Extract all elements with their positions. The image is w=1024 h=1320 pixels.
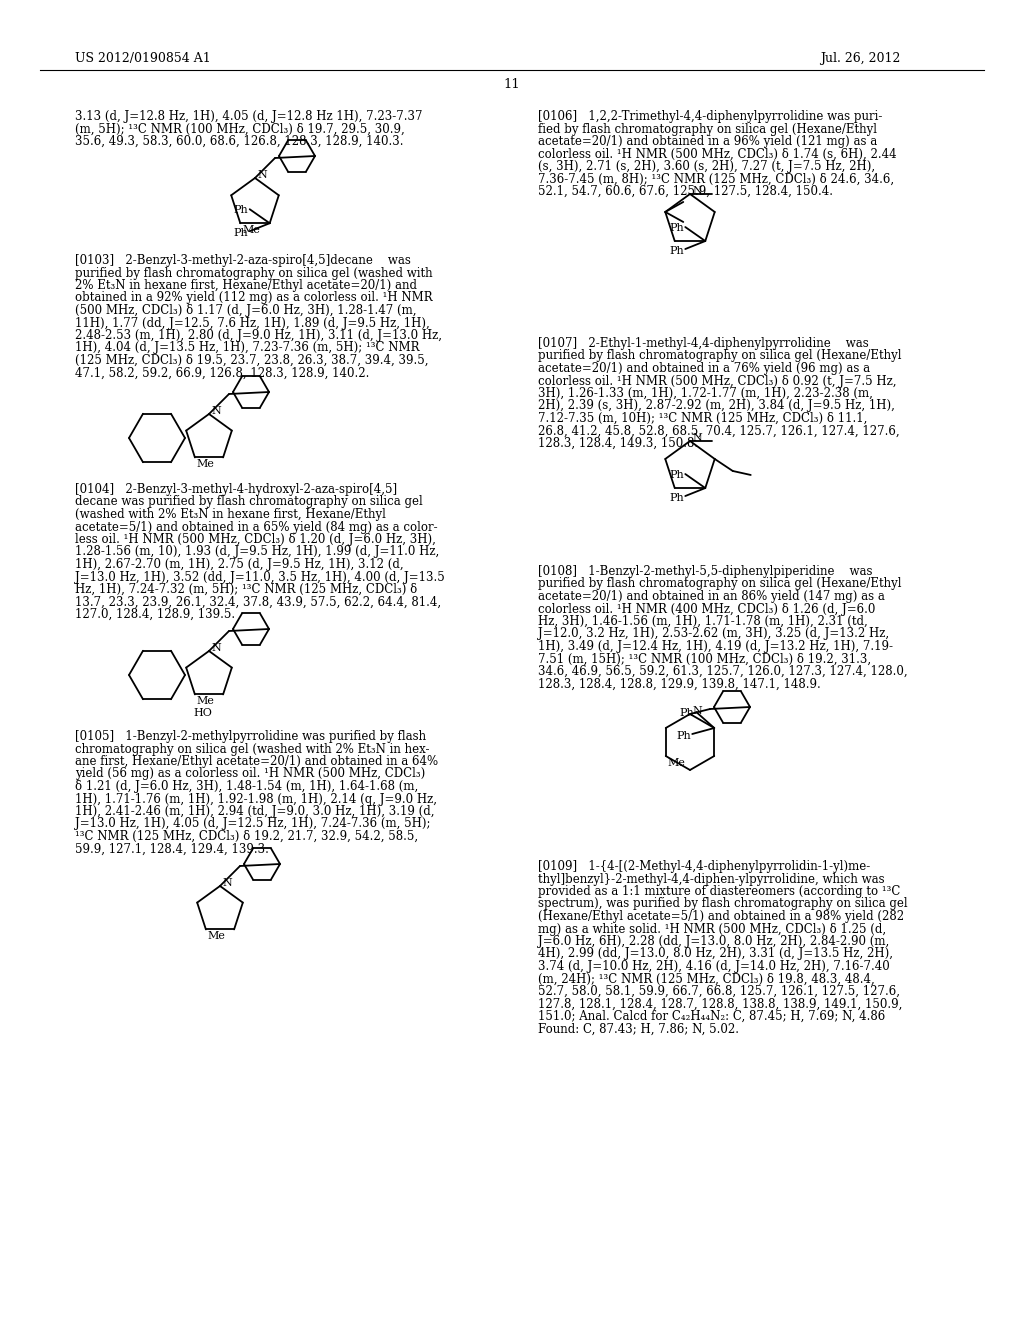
Text: N: N bbox=[257, 170, 266, 180]
Text: US 2012/0190854 A1: US 2012/0190854 A1 bbox=[75, 51, 211, 65]
Text: Ph: Ph bbox=[679, 708, 694, 718]
Text: 1H), 2.41-2.46 (m, 1H), 2.94 (td, J=9.0, 3.0 Hz, 1H), 3.19 (d,: 1H), 2.41-2.46 (m, 1H), 2.94 (td, J=9.0,… bbox=[75, 805, 434, 818]
Text: N: N bbox=[692, 186, 701, 195]
Text: Me: Me bbox=[243, 226, 260, 235]
Text: Ph: Ph bbox=[670, 494, 684, 503]
Text: 1H), 2.67-2.70 (m, 1H), 2.75 (d, J=9.5 Hz, 1H), 3.12 (d,: 1H), 2.67-2.70 (m, 1H), 2.75 (d, J=9.5 H… bbox=[75, 558, 403, 572]
Text: chromatography on silica gel (washed with 2% Et₃N in hex-: chromatography on silica gel (washed wit… bbox=[75, 742, 429, 755]
Text: Ph: Ph bbox=[670, 246, 684, 256]
Text: acetate=5/1) and obtained in a 65% yield (84 mg) as a color-: acetate=5/1) and obtained in a 65% yield… bbox=[75, 520, 437, 533]
Text: thyl]benzyl}-2-methyl-4,4-diphen-ylpyrrolidine, which was: thyl]benzyl}-2-methyl-4,4-diphen-ylpyrro… bbox=[538, 873, 885, 886]
Text: 3.74 (d, J=10.0 Hz, 2H), 4.16 (d, J=14.0 Hz, 2H), 7.16-7.40: 3.74 (d, J=10.0 Hz, 2H), 4.16 (d, J=14.0… bbox=[538, 960, 890, 973]
Text: N: N bbox=[211, 643, 221, 653]
Text: J=12.0, 3.2 Hz, 1H), 2.53-2.62 (m, 3H), 3.25 (d, J=13.2 Hz,: J=12.0, 3.2 Hz, 1H), 2.53-2.62 (m, 3H), … bbox=[538, 627, 889, 640]
Text: (m, 5H); ¹³C NMR (100 MHz, CDCl₃) δ 19.7, 29.5, 30.9,: (m, 5H); ¹³C NMR (100 MHz, CDCl₃) δ 19.7… bbox=[75, 123, 404, 136]
Text: Found: C, 87.43; H, 7.86; N, 5.02.: Found: C, 87.43; H, 7.86; N, 5.02. bbox=[538, 1023, 739, 1035]
Text: N: N bbox=[692, 706, 701, 715]
Text: purified by flash chromatography on silica gel (Hexane/Ethyl: purified by flash chromatography on sili… bbox=[538, 578, 901, 590]
Text: 2% Et₃N in hexane first, Hexane/Ethyl acetate=20/1) and: 2% Et₃N in hexane first, Hexane/Ethyl ac… bbox=[75, 279, 417, 292]
Text: less oil. ¹H NMR (500 MHz, CDCl₃) δ 1.20 (d, J=6.0 Hz, 3H),: less oil. ¹H NMR (500 MHz, CDCl₃) δ 1.20… bbox=[75, 533, 436, 546]
Text: purified by flash chromatography on silica gel (washed with: purified by flash chromatography on sili… bbox=[75, 267, 432, 280]
Text: 1H), 3.49 (d, J=12.4 Hz, 1H), 4.19 (d, J=13.2 Hz, 1H), 7.19-: 1H), 3.49 (d, J=12.4 Hz, 1H), 4.19 (d, J… bbox=[538, 640, 893, 653]
Text: N: N bbox=[211, 407, 221, 416]
Text: 26.8, 41.2, 45.8, 52.8, 68.5, 70.4, 125.7, 126.1, 127.4, 127.6,: 26.8, 41.2, 45.8, 52.8, 68.5, 70.4, 125.… bbox=[538, 425, 900, 437]
Text: (s, 3H), 2.71 (s, 2H), 3.60 (s, 2H), 7.27 (t, J=7.5 Hz, 2H),: (s, 3H), 2.71 (s, 2H), 3.60 (s, 2H), 7.2… bbox=[538, 160, 876, 173]
Text: [0109]   1-{4-[(2-Methyl-4,4-diphenylpyrrolidin-1-yl)me-: [0109] 1-{4-[(2-Methyl-4,4-diphenylpyrro… bbox=[538, 861, 870, 873]
Text: 3H), 1.26-1.33 (m, 1H), 1.72-1.77 (m, 1H), 2.23-2.38 (m,: 3H), 1.26-1.33 (m, 1H), 1.72-1.77 (m, 1H… bbox=[538, 387, 872, 400]
Text: 1H), 1.71-1.76 (m, 1H), 1.92-1.98 (m, 1H), 2.14 (q, J=9.0 Hz,: 1H), 1.71-1.76 (m, 1H), 1.92-1.98 (m, 1H… bbox=[75, 792, 437, 805]
Text: 7.12-7.35 (m, 10H); ¹³C NMR (125 MHz, CDCl₃) δ 11.1,: 7.12-7.35 (m, 10H); ¹³C NMR (125 MHz, CD… bbox=[538, 412, 867, 425]
Text: Ph: Ph bbox=[670, 223, 684, 234]
Text: 52.7, 58.0, 58.1, 59.9, 66.7, 66.8, 125.7, 126.1, 127.5, 127.6,: 52.7, 58.0, 58.1, 59.9, 66.7, 66.8, 125.… bbox=[538, 985, 900, 998]
Text: acetate=20/1) and obtained in a 76% yield (96 mg) as a: acetate=20/1) and obtained in a 76% yiel… bbox=[538, 362, 870, 375]
Text: Ph: Ph bbox=[676, 731, 691, 741]
Text: [0105]   1-Benzyl-2-methylpyrrolidine was purified by flash: [0105] 1-Benzyl-2-methylpyrrolidine was … bbox=[75, 730, 426, 743]
Text: N: N bbox=[222, 878, 231, 888]
Text: Me: Me bbox=[668, 758, 686, 768]
Text: Hz, 3H), 1.46-1.56 (m, 1H), 1.71-1.78 (m, 1H), 2.31 (td,: Hz, 3H), 1.46-1.56 (m, 1H), 1.71-1.78 (m… bbox=[538, 615, 867, 628]
Text: 7.36-7.45 (m, 8H); ¹³C NMR (125 MHz, CDCl₃) δ 24.6, 34.6,: 7.36-7.45 (m, 8H); ¹³C NMR (125 MHz, CDC… bbox=[538, 173, 894, 186]
Text: (washed with 2% Et₃N in hexane first, Hexane/Ethyl: (washed with 2% Et₃N in hexane first, He… bbox=[75, 508, 386, 521]
Text: (125 MHz, CDCl₃) δ 19.5, 23.7, 23.8, 26.3, 38.7, 39.4, 39.5,: (125 MHz, CDCl₃) δ 19.5, 23.7, 23.8, 26.… bbox=[75, 354, 428, 367]
Text: Jul. 26, 2012: Jul. 26, 2012 bbox=[820, 51, 900, 65]
Text: yield (56 mg) as a colorless oil. ¹H NMR (500 MHz, CDCl₃): yield (56 mg) as a colorless oil. ¹H NMR… bbox=[75, 767, 425, 780]
Text: 2H), 2.39 (s, 3H), 2.87-2.92 (m, 2H), 3.84 (d, J=9.5 Hz, 1H),: 2H), 2.39 (s, 3H), 2.87-2.92 (m, 2H), 3.… bbox=[538, 400, 895, 412]
Text: Ph: Ph bbox=[233, 228, 249, 238]
Text: (m, 24H); ¹³C NMR (125 MHz, CDCl₃) δ 19.8, 48.3, 48.4,: (m, 24H); ¹³C NMR (125 MHz, CDCl₃) δ 19.… bbox=[538, 973, 874, 986]
Text: acetate=20/1) and obtained in an 86% yield (147 mg) as a: acetate=20/1) and obtained in an 86% yie… bbox=[538, 590, 885, 603]
Text: 2.48-2.53 (m, 1H), 2.80 (d, J=9.0 Hz, 1H), 3.11 (d, J=13.0 Hz,: 2.48-2.53 (m, 1H), 2.80 (d, J=9.0 Hz, 1H… bbox=[75, 329, 442, 342]
Text: J=13.0 Hz, 1H), 3.52 (dd, J=11.0, 3.5 Hz, 1H), 4.00 (d, J=13.5: J=13.0 Hz, 1H), 3.52 (dd, J=11.0, 3.5 Hz… bbox=[75, 570, 444, 583]
Text: [0106]   1,2,2-Trimethyl-4,4-diphenylpyrrolidine was puri-: [0106] 1,2,2-Trimethyl-4,4-diphenylpyrro… bbox=[538, 110, 883, 123]
Text: 35.6, 49.3, 58.3, 60.0, 68.6, 126.8, 128.3, 128.9, 140.3.: 35.6, 49.3, 58.3, 60.0, 68.6, 126.8, 128… bbox=[75, 135, 403, 148]
Text: [0104]   2-Benzyl-3-methyl-4-hydroxyl-2-aza-spiro[4,5]: [0104] 2-Benzyl-3-methyl-4-hydroxyl-2-az… bbox=[75, 483, 397, 496]
Text: provided as a 1:1 mixture of diastereomers (according to ¹³C: provided as a 1:1 mixture of diastereome… bbox=[538, 884, 900, 898]
Text: δ 1.21 (d, J=6.0 Hz, 3H), 1.48-1.54 (m, 1H), 1.64-1.68 (m,: δ 1.21 (d, J=6.0 Hz, 3H), 1.48-1.54 (m, … bbox=[75, 780, 418, 793]
Text: 34.6, 46.9, 56.5, 59.2, 61.3, 125.7, 126.0, 127.3, 127.4, 128.0,: 34.6, 46.9, 56.5, 59.2, 61.3, 125.7, 126… bbox=[538, 665, 907, 678]
Text: 4H), 2.99 (dd, J=13.0, 8.0 Hz, 2H), 3.31 (d, J=13.5 Hz, 2H),: 4H), 2.99 (dd, J=13.0, 8.0 Hz, 2H), 3.31… bbox=[538, 948, 893, 961]
Text: Ph: Ph bbox=[233, 205, 249, 215]
Text: 127.0, 128.4, 128.9, 139.5.: 127.0, 128.4, 128.9, 139.5. bbox=[75, 609, 236, 620]
Text: [0103]   2-Benzyl-3-methyl-2-aza-spiro[4,5]decane    was: [0103] 2-Benzyl-3-methyl-2-aza-spiro[4,5… bbox=[75, 253, 411, 267]
Text: decane was purified by flash chromatography on silica gel: decane was purified by flash chromatogra… bbox=[75, 495, 423, 508]
Text: 1.28-1.56 (m, 10), 1.93 (d, J=9.5 Hz, 1H), 1.99 (d, J=11.0 Hz,: 1.28-1.56 (m, 10), 1.93 (d, J=9.5 Hz, 1H… bbox=[75, 545, 439, 558]
Text: J=6.0 Hz, 6H), 2.28 (dd, J=13.0, 8.0 Hz, 2H), 2.84-2.90 (m,: J=6.0 Hz, 6H), 2.28 (dd, J=13.0, 8.0 Hz,… bbox=[538, 935, 889, 948]
Text: purified by flash chromatography on silica gel (Hexane/Ethyl: purified by flash chromatography on sili… bbox=[538, 350, 901, 363]
Text: 47.1, 58.2, 59.2, 66.9, 126.8, 128.3, 128.9, 140.2.: 47.1, 58.2, 59.2, 66.9, 126.8, 128.3, 12… bbox=[75, 367, 370, 380]
Text: 59.9, 127.1, 128.4, 129.4, 139.3.: 59.9, 127.1, 128.4, 129.4, 139.3. bbox=[75, 842, 269, 855]
Text: N: N bbox=[692, 433, 701, 444]
Text: 3.13 (d, J=12.8 Hz, 1H), 4.05 (d, J=12.8 Hz 1H), 7.23-7.37: 3.13 (d, J=12.8 Hz, 1H), 4.05 (d, J=12.8… bbox=[75, 110, 423, 123]
Text: Ph: Ph bbox=[670, 470, 684, 480]
Text: colorless oil. ¹H NMR (500 MHz, CDCl₃) δ 0.92 (t, J=7.5 Hz,: colorless oil. ¹H NMR (500 MHz, CDCl₃) δ… bbox=[538, 375, 896, 388]
Text: ane first, Hexane/Ethyl acetate=20/1) and obtained in a 64%: ane first, Hexane/Ethyl acetate=20/1) an… bbox=[75, 755, 438, 768]
Text: Hz, 1H), 7.24-7.32 (m, 5H); ¹³C NMR (125 MHz, CDCl₃) δ: Hz, 1H), 7.24-7.32 (m, 5H); ¹³C NMR (125… bbox=[75, 583, 417, 597]
Text: 127.8, 128.1, 128.4, 128.7, 128.8, 138.8, 138.9, 149.1, 150.9,: 127.8, 128.1, 128.4, 128.7, 128.8, 138.8… bbox=[538, 998, 902, 1011]
Text: J=13.0 Hz, 1H), 4.05 (d, J=12.5 Hz, 1H), 7.24-7.36 (m, 5H);: J=13.0 Hz, 1H), 4.05 (d, J=12.5 Hz, 1H),… bbox=[75, 817, 430, 830]
Text: [0108]   1-Benzyl-2-methyl-5,5-diphenylpiperidine    was: [0108] 1-Benzyl-2-methyl-5,5-diphenylpip… bbox=[538, 565, 872, 578]
Text: colorless oil. ¹H NMR (500 MHz, CDCl₃) δ 1.74 (s, 6H), 2.44: colorless oil. ¹H NMR (500 MHz, CDCl₃) δ… bbox=[538, 148, 897, 161]
Text: fied by flash chromatography on silica gel (Hexane/Ethyl: fied by flash chromatography on silica g… bbox=[538, 123, 877, 136]
Text: 128.3, 128.4, 149.3, 150.8.: 128.3, 128.4, 149.3, 150.8. bbox=[538, 437, 698, 450]
Text: 52.1, 54.7, 60.6, 67.6, 125.9, 127.5, 128.4, 150.4.: 52.1, 54.7, 60.6, 67.6, 125.9, 127.5, 12… bbox=[538, 185, 833, 198]
Text: (Hexane/Ethyl acetate=5/1) and obtained in a 98% yield (282: (Hexane/Ethyl acetate=5/1) and obtained … bbox=[538, 909, 904, 923]
Text: 1H), 4.04 (d, J=13.5 Hz, 1H), 7.23-7.36 (m, 5H); ¹³C NMR: 1H), 4.04 (d, J=13.5 Hz, 1H), 7.23-7.36 … bbox=[75, 342, 420, 355]
Text: acetate=20/1) and obtained in a 96% yield (121 mg) as a: acetate=20/1) and obtained in a 96% yiel… bbox=[538, 135, 878, 148]
Text: mg) as a white solid. ¹H NMR (500 MHz, CDCl₃) δ 1.25 (d,: mg) as a white solid. ¹H NMR (500 MHz, C… bbox=[538, 923, 886, 936]
Text: Me: Me bbox=[197, 697, 215, 706]
Text: Me: Me bbox=[208, 932, 225, 941]
Text: 11H), 1.77 (dd, J=12.5, 7.6 Hz, 1H), 1.89 (d, J=9.5 Hz, 1H),: 11H), 1.77 (dd, J=12.5, 7.6 Hz, 1H), 1.8… bbox=[75, 317, 430, 330]
Text: HO: HO bbox=[194, 709, 212, 718]
Text: spectrum), was purified by flash chromatography on silica gel: spectrum), was purified by flash chromat… bbox=[538, 898, 907, 911]
Text: colorless oil. ¹H NMR (400 MHz, CDCl₃) δ 1.26 (d, J=6.0: colorless oil. ¹H NMR (400 MHz, CDCl₃) δ… bbox=[538, 602, 876, 615]
Text: ¹³C NMR (125 MHz, CDCl₃) δ 19.2, 21.7, 32.9, 54.2, 58.5,: ¹³C NMR (125 MHz, CDCl₃) δ 19.2, 21.7, 3… bbox=[75, 830, 418, 843]
Text: Me: Me bbox=[197, 459, 215, 470]
Text: 7.51 (m, 15H); ¹³C NMR (100 MHz, CDCl₃) δ 19.2, 31.3,: 7.51 (m, 15H); ¹³C NMR (100 MHz, CDCl₃) … bbox=[538, 652, 871, 665]
Text: 128.3, 128.4, 128.8, 129.9, 139.8, 147.1, 148.9.: 128.3, 128.4, 128.8, 129.9, 139.8, 147.1… bbox=[538, 677, 821, 690]
Text: 11: 11 bbox=[504, 78, 520, 91]
Text: (500 MHz, CDCl₃) δ 1.17 (d, J=6.0 Hz, 3H), 1.28-1.47 (m,: (500 MHz, CDCl₃) δ 1.17 (d, J=6.0 Hz, 3H… bbox=[75, 304, 417, 317]
Text: 151.0; Anal. Calcd for C₄₂H₄₄N₂: C, 87.45; H, 7.69; N, 4.86: 151.0; Anal. Calcd for C₄₂H₄₄N₂: C, 87.4… bbox=[538, 1010, 886, 1023]
Text: [0107]   2-Ethyl-1-methyl-4,4-diphenylpyrrolidine    was: [0107] 2-Ethyl-1-methyl-4,4-diphenylpyrr… bbox=[538, 337, 868, 350]
Text: obtained in a 92% yield (112 mg) as a colorless oil. ¹H NMR: obtained in a 92% yield (112 mg) as a co… bbox=[75, 292, 432, 305]
Text: 13.7, 23.3, 23.9, 26.1, 32.4, 37.8, 43.9, 57.5, 62.2, 64.4, 81.4,: 13.7, 23.3, 23.9, 26.1, 32.4, 37.8, 43.9… bbox=[75, 595, 441, 609]
